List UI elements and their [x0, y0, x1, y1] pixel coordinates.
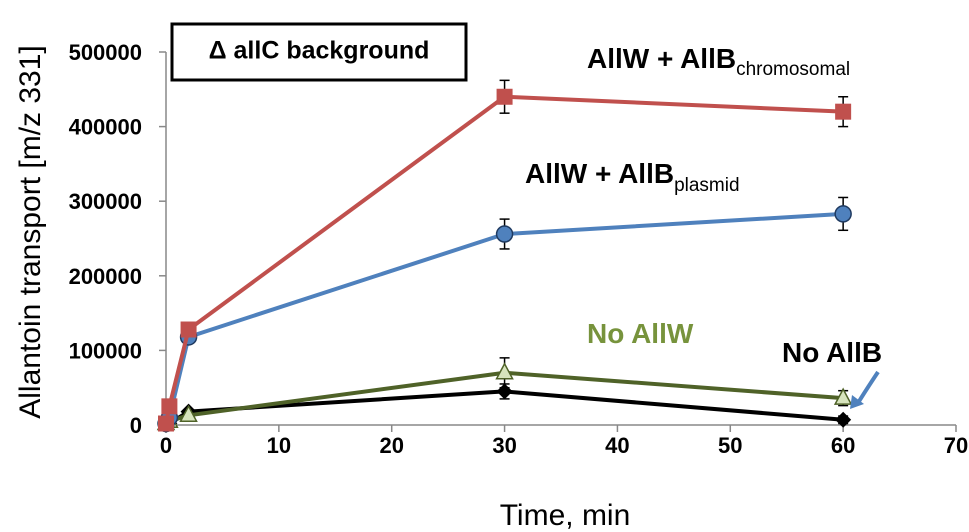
y-tick-label: 0 [130, 413, 142, 438]
series-0 [158, 79, 852, 432]
label-chromosomal-sub: chromosomal [736, 59, 850, 80]
data-point-triangle [833, 387, 853, 405]
x-tick-label: 40 [605, 433, 629, 458]
label-chromosomal: AllW + AllBchromosomal [587, 43, 850, 80]
background-label-text: Δ allC background [209, 37, 430, 65]
data-point-square [161, 398, 178, 415]
x-tick-label: 70 [944, 433, 968, 458]
y-tick-label: 500000 [69, 40, 142, 65]
y-tick-label: 100000 [69, 338, 142, 363]
data-point-square [180, 321, 197, 338]
x-axis-title: Time, min [500, 499, 631, 532]
data-point-diamond [835, 411, 852, 428]
data-point-triangle [495, 362, 514, 380]
x-tick-label: 60 [831, 433, 855, 458]
x-tick-label: 20 [379, 433, 403, 458]
y-tick-label: 400000 [69, 115, 142, 140]
data-point-square [158, 415, 174, 432]
data-point-circle [495, 225, 514, 243]
label-no-allw: No AllW [587, 318, 694, 349]
data-point-square [835, 103, 852, 120]
label-plasmid-main: AllW + AllB [525, 158, 674, 189]
label-plasmid: AllW + AllBplasmid [525, 158, 740, 196]
data-point-triangle [179, 404, 198, 423]
no-allb-arrow [850, 370, 880, 409]
x-tick-label: 10 [267, 433, 291, 458]
label-plasmid-sub: plasmid [674, 175, 739, 196]
label-no-allb: No AllB [782, 337, 882, 368]
data-point-circle [834, 205, 852, 223]
y-tick-label: 200000 [69, 264, 142, 289]
series-layer [156, 79, 853, 433]
background-label-box [170, 22, 468, 82]
axes: 0 10 20 30 40 50 60 70 0 100000 200000 300000 400000… [69, 40, 969, 458]
x-tick-label: 30 [492, 433, 516, 458]
label-chromosomal-main: AllW + AllB [587, 43, 736, 74]
y-tick-label: 300000 [69, 189, 142, 214]
x-tick-label: 50 [718, 433, 742, 458]
data-point-square [496, 88, 513, 105]
x-tick-label: 0 [160, 433, 172, 458]
y-axis-title: Allantoin transport [m/z 331] [14, 45, 47, 419]
